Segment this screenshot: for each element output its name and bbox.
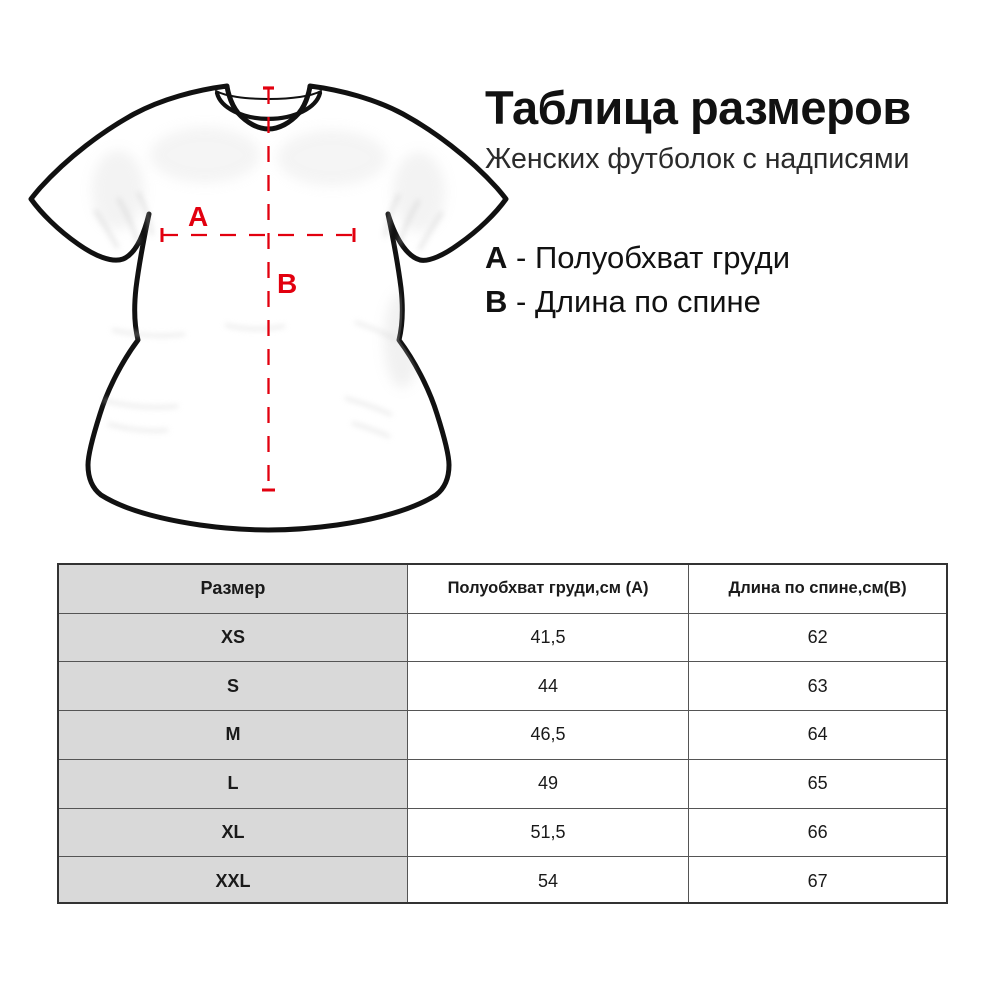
svg-text:B: B bbox=[277, 268, 297, 299]
svg-text:A: A bbox=[188, 201, 208, 232]
